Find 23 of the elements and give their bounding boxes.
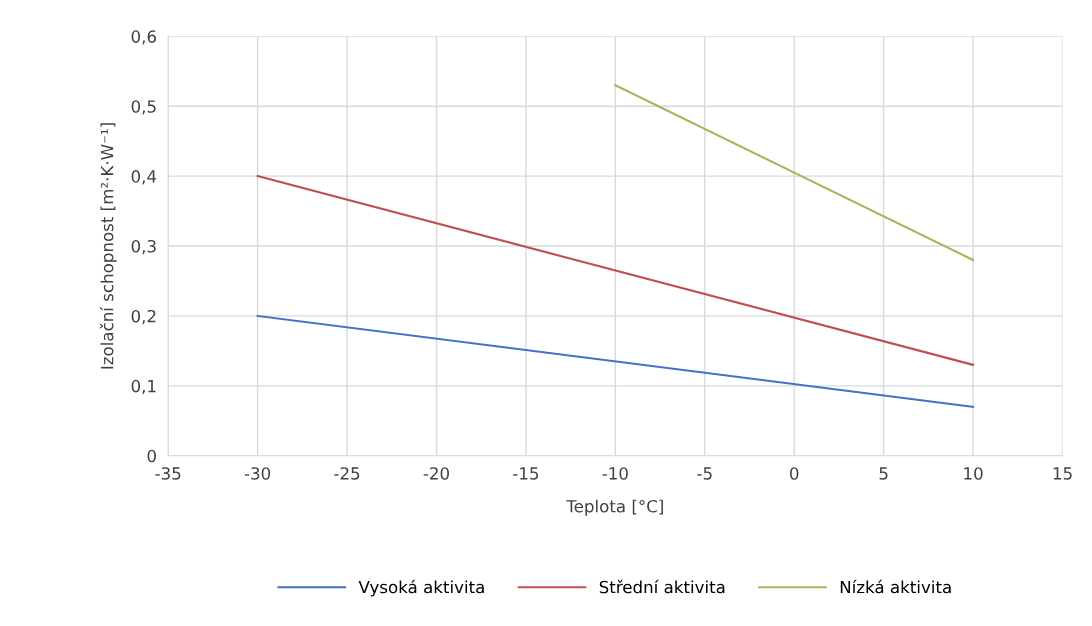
x-tick-label: -20	[423, 467, 449, 480]
x-tick-label: -5	[697, 467, 712, 480]
y-axis-title: Izolační schopnost [m²·K·W⁻¹]	[99, 123, 117, 369]
x-tick-label: 15	[1053, 467, 1072, 480]
y-tick-label: 0,5	[131, 100, 156, 115]
legend-label: Střední aktivita	[599, 579, 725, 594]
x-tick-label: -35	[155, 467, 181, 480]
x-tick-label: -30	[244, 467, 271, 480]
x-axis-title: Teplota [°C]	[566, 499, 663, 516]
x-tick-label: 5	[879, 467, 888, 480]
y-tick-label: 0,4	[131, 170, 157, 185]
y-tick-label: 0	[147, 449, 156, 463]
legend-label: Nízká aktivita	[840, 579, 951, 594]
y-tick-label: 0,2	[131, 309, 156, 325]
x-tick-label: 0	[790, 467, 799, 480]
x-tick-label: -15	[513, 467, 539, 480]
legend-label: Vysoká aktivita	[358, 579, 484, 597]
x-tick-label: -25	[334, 467, 360, 480]
y-tick-label: 0,6	[131, 30, 157, 45]
x-tick-label: -10	[602, 467, 628, 480]
y-tick-label: 0,1	[131, 379, 156, 395]
x-tick-label: 10	[964, 467, 983, 480]
y-tick-label: 0,3	[131, 239, 156, 255]
